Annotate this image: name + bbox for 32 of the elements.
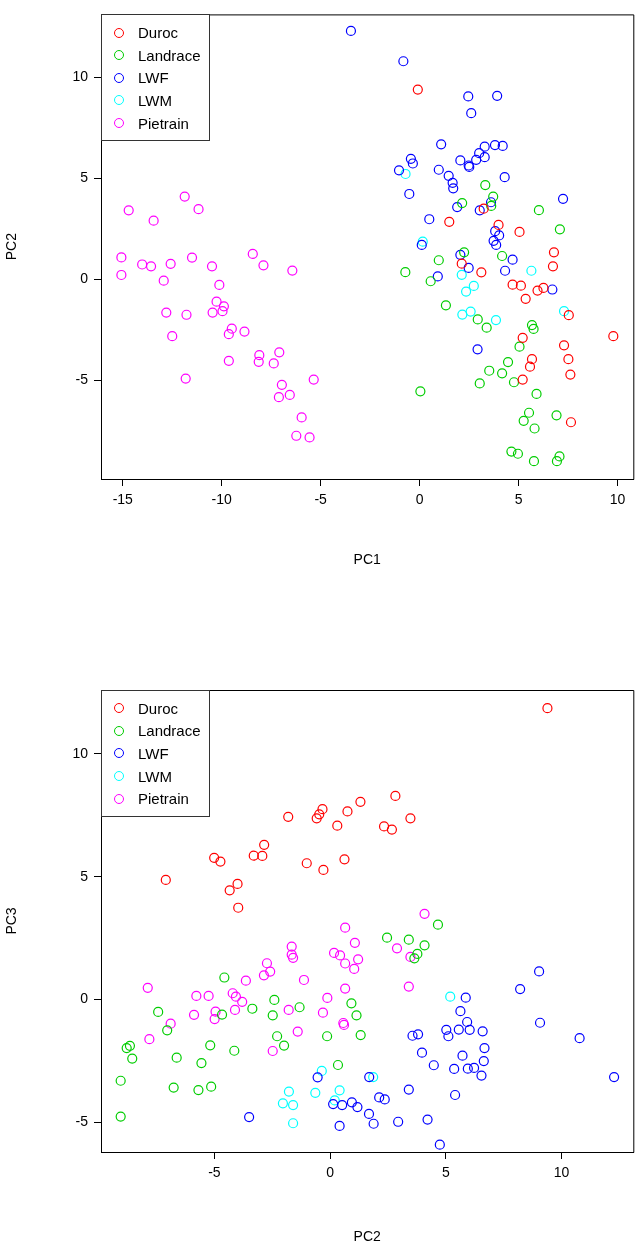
y-axis-title: PC2: [3, 232, 20, 261]
y-tick-label: 10: [72, 744, 89, 761]
x-axis-title: PC2: [353, 1228, 381, 1245]
x-tick-label: -5: [314, 491, 328, 508]
legend-label: Landrace: [138, 46, 201, 64]
y-tick-label: 0: [80, 990, 89, 1007]
y-tick-label: -5: [75, 370, 89, 387]
legend-label: Pietrain: [138, 114, 189, 132]
x-tick-label: -15: [112, 491, 134, 508]
x-tick-label: -5: [208, 1164, 221, 1181]
y-tick-label: 5: [80, 168, 89, 185]
legend-label: LWF: [138, 744, 169, 762]
y-tick-label: 5: [80, 867, 89, 884]
y-axis-title: PC3: [3, 907, 20, 935]
legend-label: LWM: [138, 91, 172, 109]
legend-label: LWM: [138, 767, 172, 785]
x-axis-title: PC1: [353, 551, 381, 568]
legend-label: Landrace: [138, 722, 201, 740]
x-tick-label: 5: [514, 491, 523, 508]
y-tick-label: -5: [75, 1113, 89, 1130]
x-tick-label: 0: [326, 1164, 335, 1181]
x-tick-label: -10: [211, 491, 233, 508]
x-tick-label: 10: [609, 491, 626, 508]
legend-label: Duroc: [138, 699, 179, 717]
legend-label: Duroc: [138, 24, 179, 42]
legend-label: LWF: [138, 69, 169, 87]
legend-label: Pietrain: [138, 790, 189, 808]
x-tick-label: 5: [441, 1164, 450, 1181]
y-tick-label: 0: [80, 269, 89, 286]
y-tick-label: 10: [72, 67, 89, 84]
x-tick-label: 0: [415, 491, 424, 508]
x-tick-label: 10: [553, 1164, 570, 1181]
